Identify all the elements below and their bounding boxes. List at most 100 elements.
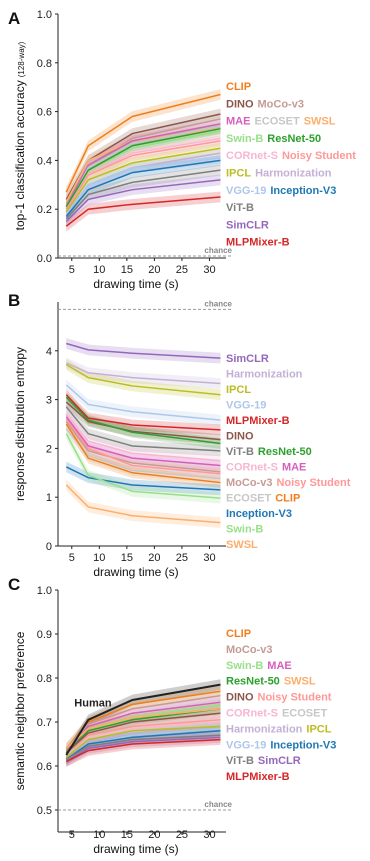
panel-a-y-axis-note: (128-way) xyxy=(17,41,26,77)
panel-a-label-inception-v3: Inception-V3 xyxy=(270,185,336,197)
panel-c-band-clip xyxy=(66,685,221,754)
panel-c-label-row: CORnet-S ECOSET xyxy=(226,708,327,720)
panel-b-line-swin-b xyxy=(65,433,221,499)
panel-c-band-mlpmixer-b xyxy=(66,734,221,767)
panel-b-label-harmonization: Harmonization xyxy=(226,369,303,381)
panel-c-band-inception-v3 xyxy=(66,725,221,765)
panel-a-label-mlpmixer-b: MLPMixer-B xyxy=(226,237,290,249)
panel-c-label-row: MoCo-v3 xyxy=(226,644,272,656)
panel-c-label-vit-b: ViT-B xyxy=(226,755,254,767)
panel-a-label-clip: CLIP xyxy=(226,81,251,93)
panel-b-band-vit-b xyxy=(66,401,221,457)
panel-b-line-mae xyxy=(65,416,221,467)
panel-a-band-moco-v3 xyxy=(66,113,221,210)
panel-c-label-cornet-s: CORnet-S xyxy=(226,708,278,720)
panel-a-label-mae: MAE xyxy=(226,116,250,128)
panel-c-band-swsl xyxy=(66,703,221,754)
panel-a-y-tick-label: 0.8 xyxy=(37,58,52,70)
panel-b-line-clip xyxy=(65,423,221,484)
panel-c: C 0.5 0.6 0.7 0.8 0.9 1.0 5 10 15 20 25 30 drawing ti… xyxy=(8,575,336,856)
panel-c-label-moco-v3: MoCo-v3 xyxy=(226,644,272,656)
panel-c-y-tick-label: 0.9 xyxy=(37,629,52,641)
panel-a-label-row: IPCL Harmonization xyxy=(226,168,332,180)
panel-b-line-ipcl xyxy=(65,363,221,396)
panel-b-band-inception-v3 xyxy=(66,461,221,496)
panel-a-label-harmonization: Harmonization xyxy=(255,168,332,180)
panel-c-y-tick-label: 0.8 xyxy=(37,673,52,685)
panel-a-label-resnet-50: ResNet-50 xyxy=(267,133,321,145)
panel-a: A 0.0 0.2 0.4 0.6 0.8 1.0 5 10 15 20 25 30 drawing ti… xyxy=(8,9,356,291)
panel-a-letter: A xyxy=(8,9,20,28)
panel-c-label-row: VGG-19 Inception-V3 xyxy=(226,739,336,751)
panel-b-x-tick-label: 30 xyxy=(203,552,215,564)
panel-c-label-mae: MAE xyxy=(267,660,291,672)
panel-a-label-vit-b: ViT-B xyxy=(226,202,254,214)
panel-b-letter: B xyxy=(8,291,20,310)
panel-a-y-tick-label: 0.4 xyxy=(37,155,52,167)
panel-b-label-clip: CLIP xyxy=(275,493,300,505)
panel-b-label-row: SimCLR xyxy=(226,353,269,365)
panel-a-label-noisy-student: Noisy Student xyxy=(282,150,356,162)
panel-c-y-axis-label: semantic neighbor preference xyxy=(13,631,27,790)
panel-a-line-vit-b xyxy=(65,169,221,220)
panel-a-x-tick-label: 20 xyxy=(148,264,160,276)
panel-b-label-row: ECOSET CLIP xyxy=(226,493,300,505)
panel-b-line-harmonization xyxy=(65,362,221,385)
panel-a-label-simclr: SimCLR xyxy=(226,219,269,231)
panel-b: B 0 1 2 3 4 5 10 15 20 25 30 drawing time (s) respons… xyxy=(8,291,351,579)
panel-c-line-harmonization xyxy=(65,725,221,758)
panel-b-band-vgg-19 xyxy=(66,379,221,426)
panel-c-label-row: CLIP xyxy=(226,628,251,640)
panel-c-band-moco-v3 xyxy=(66,690,221,754)
panel-b-label-moco-v3: MoCo-v3 xyxy=(226,477,272,489)
panel-a-band-simclr xyxy=(66,174,221,227)
panel-a-label-ipcl: IPCL xyxy=(226,168,251,180)
panel-b-label-simclr: SimCLR xyxy=(226,353,269,365)
panel-c-y-tick-label: 1.0 xyxy=(37,585,52,597)
panel-a-line-vgg-19 xyxy=(65,157,221,215)
panel-b-band-mlpmixer-b xyxy=(66,389,221,436)
panel-c-label-simclr: SimCLR xyxy=(258,755,301,767)
panel-a-label-row: Swin-B ResNet-50 xyxy=(226,133,321,145)
panel-b-line-vit-b xyxy=(65,406,221,452)
panel-c-human-label: Human xyxy=(74,698,112,710)
panel-a-line-mae xyxy=(65,123,221,208)
panel-b-label-row: MoCo-v3 Noisy Student xyxy=(226,477,351,489)
panel-c-label-row: DINO Noisy Student xyxy=(226,692,332,704)
panel-c-x-tick-label: 5 xyxy=(69,829,75,841)
panel-b-label-row: MLPMixer-B xyxy=(226,415,290,427)
panel-c-label-swsl: SWSL xyxy=(284,676,316,688)
panel-b-line-mlpmixer-b xyxy=(65,394,221,431)
panel-b-label-mae: MAE xyxy=(282,462,306,474)
panel-a-y-tick-label: 0.0 xyxy=(37,253,52,265)
panel-b-label-ecoset: ECOSET xyxy=(226,493,272,505)
panel-c-label-row: ResNet-50 SWSL xyxy=(226,676,316,688)
panel-b-line-swsl xyxy=(65,484,221,524)
panel-c-chance-label: chance xyxy=(204,800,232,809)
panel-b-label-swsl: SWSL xyxy=(226,539,258,551)
panel-a-x-tick-label: 25 xyxy=(176,264,188,276)
panel-b-label-dino: DINO xyxy=(226,431,254,443)
panel-a-label-row: MAE ECOSET SWSL xyxy=(226,116,336,128)
panel-c-line-ipcl xyxy=(65,725,221,758)
panel-b-chance-label: chance xyxy=(204,299,232,308)
panel-b-x-tick-label: 20 xyxy=(148,552,160,564)
panel-b-label-noisy-student: Noisy Student xyxy=(276,477,350,489)
panel-b-y-tick-label: 0 xyxy=(46,541,52,553)
panel-c-label-row: MLPMixer-B xyxy=(226,771,290,783)
panel-c-label-row: ViT-B SimCLR xyxy=(226,755,301,767)
panel-b-label-row: SWSL xyxy=(226,539,258,551)
panel-a-band-clip xyxy=(66,89,221,198)
panel-a-x-tick-label: 30 xyxy=(203,264,215,276)
panel-c-line-resnet-50 xyxy=(65,708,221,754)
panel-a-label-swsl: SWSL xyxy=(304,116,336,128)
panel-b-band-swin-b xyxy=(66,428,221,504)
panel-c-line-simclr xyxy=(65,736,221,763)
panel-c-x-tick-label: 25 xyxy=(176,829,188,841)
panel-a-label-row: SimCLR xyxy=(226,219,269,231)
panel-a-x-tick-label: 5 xyxy=(69,264,75,276)
panel-c-x-tick-label: 30 xyxy=(203,829,215,841)
panel-a-chance-label: chance xyxy=(204,246,232,255)
panel-b-label-row: IPCL xyxy=(226,384,251,396)
panel-b-label-row: DINO xyxy=(226,431,254,443)
